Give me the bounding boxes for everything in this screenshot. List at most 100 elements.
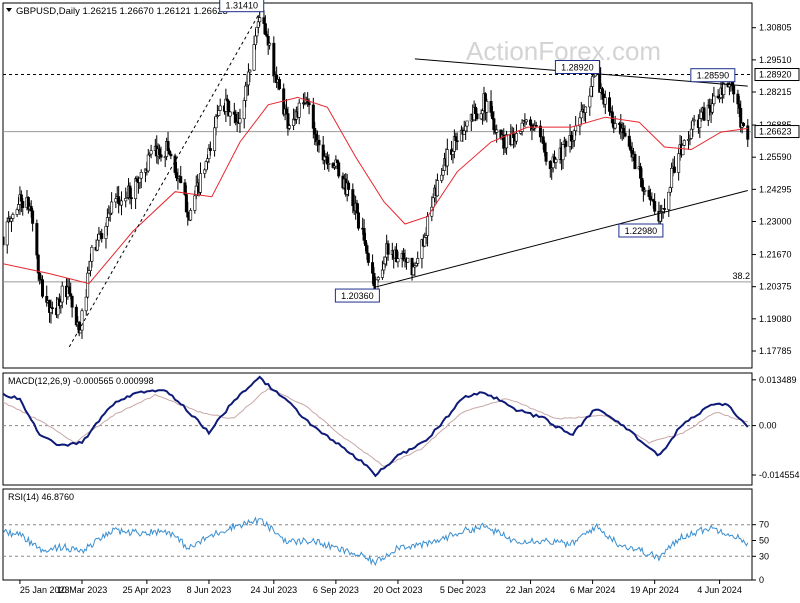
rsi-y-tick-label: 50 bbox=[759, 536, 769, 546]
candle-body bbox=[464, 125, 468, 132]
candle-body bbox=[633, 154, 637, 170]
symbol-header: GBPUSD,Daily 1.26215 1.26670 1.26121 1.2… bbox=[16, 6, 228, 17]
candle-body bbox=[138, 177, 142, 183]
x-axis-tick-label: 6 Sep 2023 bbox=[313, 585, 359, 595]
candle-body bbox=[524, 119, 528, 123]
x-axis-tick-label: 4 Jun 2024 bbox=[697, 585, 742, 595]
candle-body bbox=[485, 101, 489, 113]
candle-body bbox=[86, 272, 90, 298]
candle-body bbox=[600, 88, 604, 95]
candle-body bbox=[362, 228, 366, 241]
candle-body bbox=[672, 166, 676, 173]
x-axis-tick-label: 24 Jul 2023 bbox=[251, 585, 298, 595]
candle-body bbox=[475, 113, 479, 120]
candle-body bbox=[167, 150, 171, 155]
last-price-label: 1.26623 bbox=[759, 127, 792, 137]
candle-body bbox=[248, 69, 252, 73]
candle-body bbox=[173, 155, 177, 173]
candle-body bbox=[479, 113, 483, 120]
price-annotation-box bbox=[554, 60, 600, 75]
candle-body bbox=[572, 130, 576, 141]
candle-body bbox=[386, 243, 390, 255]
candle-body bbox=[627, 135, 631, 147]
candle-body bbox=[574, 125, 578, 132]
y-axis-tick-label: 1.28215 bbox=[759, 87, 792, 97]
candle-body bbox=[272, 42, 276, 77]
candle-body bbox=[38, 272, 42, 280]
candle-body bbox=[84, 296, 88, 312]
candle-body bbox=[365, 245, 369, 254]
candle-body bbox=[643, 189, 647, 192]
candle-body bbox=[15, 209, 19, 215]
candle-body bbox=[411, 266, 415, 276]
macd-y-tick-label: 0.013489 bbox=[759, 375, 797, 385]
candle-body bbox=[375, 279, 379, 291]
candle-body bbox=[426, 215, 430, 236]
candle-body bbox=[36, 254, 40, 274]
candle-body bbox=[287, 125, 291, 129]
symbol-dropdown-icon[interactable] bbox=[6, 8, 12, 12]
candle-body bbox=[465, 120, 469, 127]
candle-body bbox=[512, 133, 516, 139]
trendline bbox=[68, 12, 261, 348]
candle-body bbox=[186, 211, 190, 218]
candle-body bbox=[59, 301, 63, 306]
rsi-panel bbox=[2, 488, 753, 581]
candle-body bbox=[193, 195, 197, 211]
candle-body bbox=[149, 150, 153, 155]
candle-body bbox=[722, 83, 726, 95]
x-axis-tick-label: 8 Jun 2023 bbox=[187, 585, 232, 595]
candle-body bbox=[474, 106, 478, 115]
level-value-label: 1.28920 bbox=[759, 70, 792, 80]
candle-body bbox=[431, 197, 435, 208]
candle-body bbox=[117, 196, 121, 204]
macd-y-tick-label: -0.014554 bbox=[759, 470, 800, 480]
rsi-y-tick-label: 70 bbox=[759, 520, 769, 530]
candle-body bbox=[681, 145, 685, 156]
candle-body bbox=[3, 236, 5, 246]
candle-body bbox=[256, 21, 260, 28]
candle-body bbox=[100, 233, 104, 239]
candle-body bbox=[169, 153, 173, 157]
candle-body bbox=[371, 262, 375, 274]
candle-body bbox=[351, 189, 355, 207]
candle-body bbox=[105, 217, 109, 227]
candle-body bbox=[70, 295, 74, 308]
macd-y-tick-label: 0.00 bbox=[759, 421, 777, 431]
candle-body bbox=[198, 173, 202, 193]
candle-body bbox=[589, 86, 593, 97]
candle-body bbox=[382, 263, 386, 271]
candle-body bbox=[677, 153, 681, 173]
x-axis-tick-label: 6 Mar 2024 bbox=[570, 585, 616, 595]
candle-body bbox=[670, 167, 674, 188]
candle-body bbox=[234, 113, 238, 123]
x-axis-tick-label: 10 Mar 2023 bbox=[57, 585, 108, 595]
candle-body bbox=[613, 123, 617, 129]
candle-body bbox=[402, 253, 406, 260]
candle-body bbox=[285, 108, 289, 114]
candle-body bbox=[435, 180, 439, 197]
candle-body bbox=[490, 112, 494, 119]
sma-line bbox=[3, 96, 748, 285]
candle-body bbox=[455, 140, 459, 143]
main-panel bbox=[2, 2, 753, 369]
candle-body bbox=[366, 253, 370, 263]
candle-body bbox=[174, 172, 178, 179]
candle-body bbox=[114, 198, 118, 203]
candle-body bbox=[252, 44, 256, 71]
price-annotation-label: 1.20360 bbox=[341, 291, 374, 301]
candle-body bbox=[663, 208, 667, 210]
candle-body bbox=[128, 185, 132, 198]
candle-body bbox=[380, 269, 384, 278]
candle-body bbox=[529, 119, 533, 126]
candle-body bbox=[268, 42, 272, 46]
candle-body bbox=[313, 128, 317, 135]
candle-body bbox=[356, 212, 360, 229]
candle-body bbox=[337, 162, 341, 177]
candle-body bbox=[623, 132, 627, 137]
candle-body bbox=[218, 105, 222, 111]
candle-body bbox=[608, 97, 612, 112]
candle-body bbox=[19, 194, 23, 202]
candle-body bbox=[158, 148, 162, 156]
